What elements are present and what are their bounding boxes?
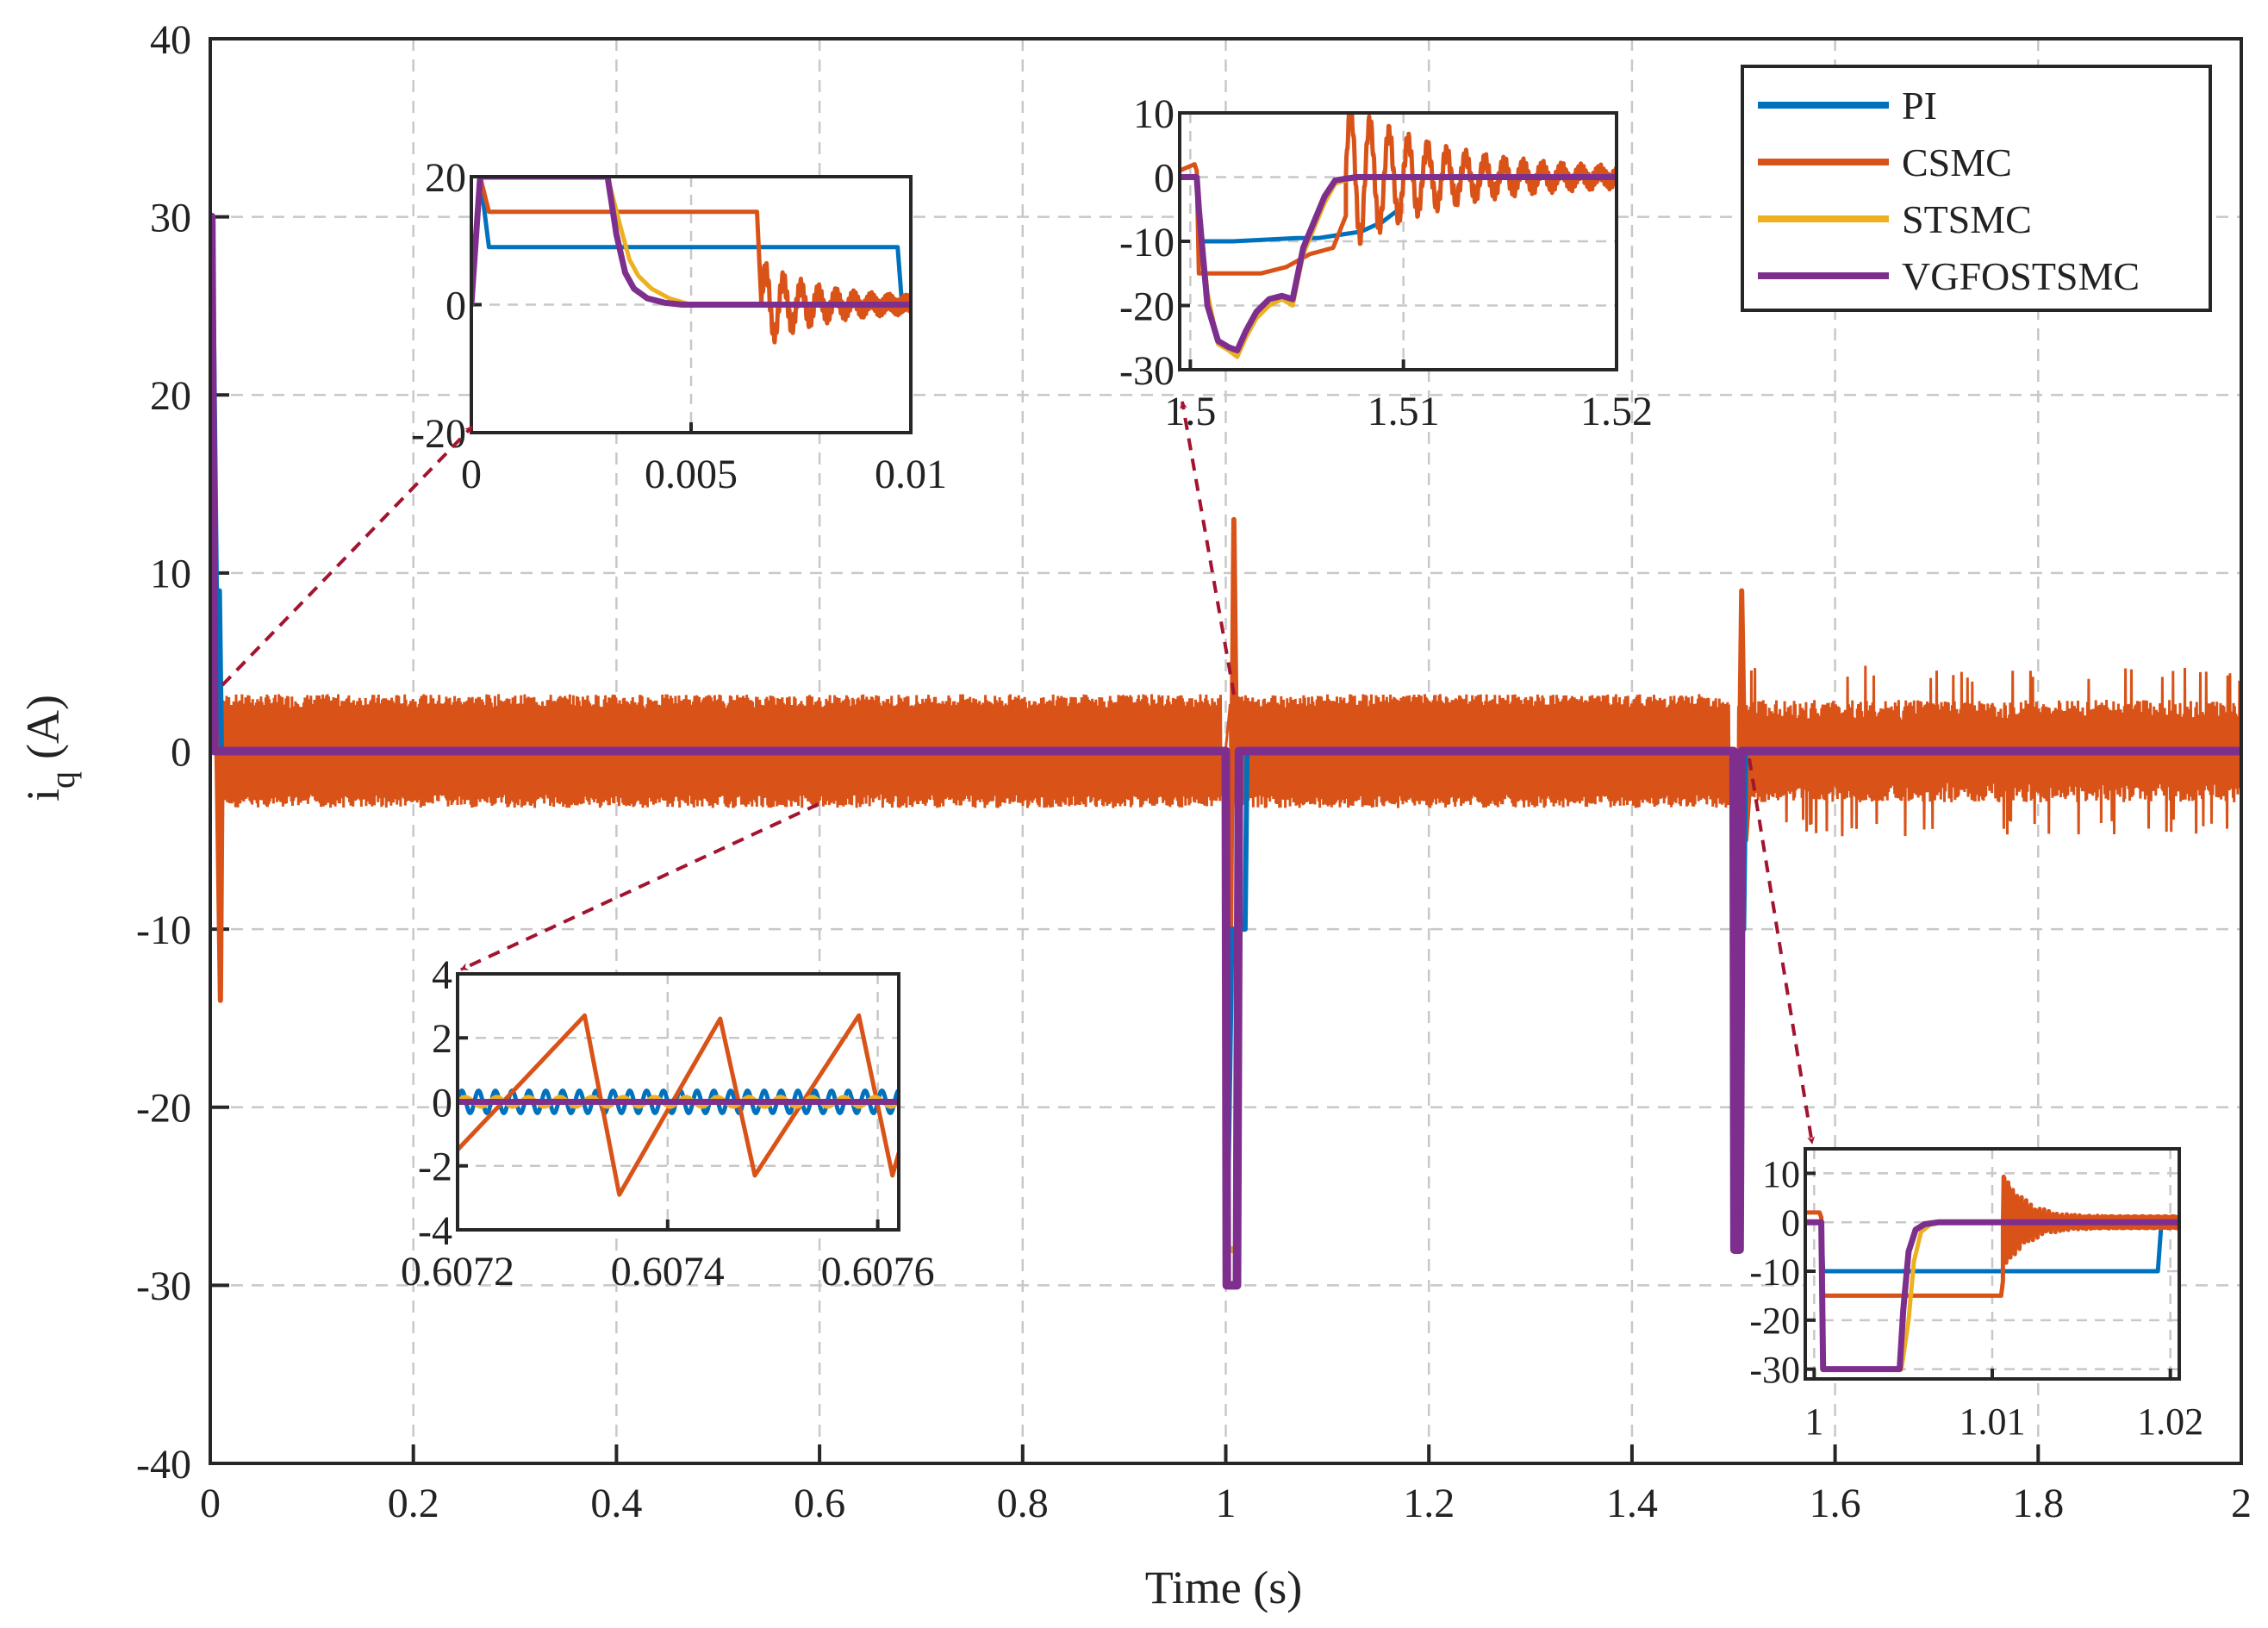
- inset-1-series: [1805, 1174, 2179, 1373]
- legend-label-vgfostsmc: VGFOSTSMC: [1902, 254, 2140, 298]
- inset-1-y-tick-label: -10: [1749, 1251, 1800, 1293]
- inset-1-x-tick-label: 1.01: [1960, 1400, 2026, 1443]
- callout-arrow-1-5: [1179, 401, 1236, 695]
- inset-start-y-tick-label: -20: [411, 411, 466, 457]
- inset-start-y-tick-label: 0: [446, 283, 466, 328]
- main-y-tick-label: -40: [136, 1442, 191, 1488]
- inset-start-series-stsmc: [471, 177, 911, 307]
- main-y-tick-label: -30: [136, 1263, 191, 1309]
- inset-zoom-x-tick-label: 0.6074: [611, 1249, 725, 1294]
- inset-zoom-y-tick-label: 2: [432, 1016, 452, 1062]
- main-y-tick-label: -10: [136, 908, 191, 953]
- inset-1-y-tick-label: -30: [1749, 1349, 1800, 1391]
- main-x-tick-label: 1.2: [1403, 1481, 1455, 1526]
- inset-1-5-y-tick-label: -20: [1119, 284, 1174, 329]
- inset-1-5-x-tick-label: 1.51: [1368, 389, 1440, 434]
- inset-start-series-vgfostsmc: [471, 177, 911, 308]
- main-y-tick-label: 40: [150, 17, 191, 63]
- inset-1-5-y-tick-label: -10: [1119, 220, 1174, 265]
- legend-label-pi: PI: [1902, 84, 1937, 128]
- main-x-tick-label: 0: [200, 1481, 221, 1526]
- inset-1-5-series-vgfostsmc: [1180, 174, 1617, 354]
- inset-zoom-x-tick-label: 0.6072: [401, 1249, 514, 1294]
- main-series-vgfostsmc: [210, 212, 2241, 1290]
- main-y-tick-label: -20: [136, 1086, 191, 1132]
- main-x-tick-label: 0.8: [997, 1481, 1049, 1526]
- legend: PI CSMC STSMC VGFOSTSMC: [1741, 65, 2212, 312]
- main-x-tick-label: 1.6: [1810, 1481, 1861, 1526]
- inset-start-frame: [470, 175, 913, 434]
- inset-1-x-tick-label: 1.02: [2137, 1400, 2203, 1443]
- main-x-tick-label: 0.6: [794, 1481, 845, 1526]
- inset-zoom-y-tick-label: 0: [432, 1080, 452, 1126]
- inset-zoom-y-tick-label: 4: [432, 952, 452, 998]
- inset-1-5-y-tick-label: -30: [1119, 348, 1174, 394]
- callout-arrow-zoom: [460, 802, 819, 971]
- inset-1-y-tick-label: 0: [1781, 1202, 1800, 1244]
- main-series-csmc: [210, 481, 2241, 1039]
- svg-text:iq(A): iq (A): [17, 695, 82, 802]
- callout-arrow-start: [221, 425, 474, 687]
- main-x-tick-label: 1.4: [1606, 1481, 1658, 1526]
- main-frame: [209, 37, 2243, 1465]
- legend-label-stsmc: STSMC: [1902, 197, 2032, 241]
- main-y-tick-label: 30: [150, 195, 191, 240]
- inset-start-x-tick-label: 0.01: [875, 452, 947, 497]
- inset-1-5-y-tick-label: 0: [1154, 155, 1174, 201]
- inset-zoom-series: [458, 1013, 899, 1197]
- inset-1-y-tick-label: -20: [1749, 1300, 1800, 1342]
- y-axis-title-unit: (A): [17, 695, 69, 759]
- inset-1-5: 1.5 1.51 1.52 -30 -20 -10 0 10: [1119, 91, 1653, 434]
- main-x-tick-label: 0.2: [388, 1481, 439, 1526]
- y-axis-title-symbol: i: [17, 789, 69, 802]
- inset-zoom-series-csmc: [458, 1013, 899, 1197]
- inset-zoom-frame: [456, 972, 900, 1232]
- main-x-tick-label: 1.8: [2012, 1481, 2064, 1526]
- inset-1-5-y-tick-label: 10: [1133, 91, 1174, 137]
- x-axis-title: Time (s): [1145, 1562, 1303, 1613]
- y-axis-title: iq (A): [17, 695, 82, 802]
- callout-arrow-1: [1748, 758, 1816, 1145]
- inset-1-frame: [1804, 1147, 2181, 1381]
- inset-1-5-x-tick-label: 1.52: [1580, 389, 1653, 434]
- inset-1-series-vgfostsmc: [1805, 1219, 2179, 1373]
- inset-start-x-tick-label: 0: [461, 452, 482, 497]
- y-axis-title-subscript: q: [43, 771, 82, 789]
- inset-zoom-y-tick-label: -2: [418, 1145, 452, 1190]
- main-y-tick-label: 0: [171, 729, 191, 775]
- inset-zoom: 0.6072 0.6074 0.6076 -4 -2 0 2 4: [401, 952, 935, 1294]
- inset-zoom-x-tick-label: 0.6076: [821, 1249, 935, 1294]
- inset-zoom-y-tick-label: -4: [418, 1208, 452, 1254]
- inset-1-5-frame: [1178, 111, 1618, 371]
- main-x-tick-label: 0.4: [590, 1481, 642, 1526]
- inset-1: 1 1.01 1.02 -30 -20 -10 0 10: [1749, 1147, 2203, 1443]
- inset-1-x-tick-label: 1: [1804, 1400, 1823, 1443]
- inset-start-y-tick-label: 20: [425, 155, 466, 201]
- inset-start-x-tick-label: 0.005: [645, 452, 738, 497]
- inset-1-5-x-tick-label: 1.5: [1164, 389, 1216, 434]
- main-series: [210, 212, 2241, 1290]
- main-y-tick-label: 10: [150, 552, 191, 597]
- inset-start-series: [471, 177, 911, 345]
- inset-1-5-series: [1180, 113, 1617, 359]
- inset-start-series-csmc: [471, 177, 911, 345]
- main-x-tick-label: 2: [2231, 1481, 2252, 1526]
- main-y-tick-label: 20: [150, 373, 191, 419]
- callout-arrows: [221, 401, 1816, 1145]
- legend-label-csmc: CSMC: [1902, 140, 2012, 184]
- main-x-tick-label: 1: [1216, 1481, 1237, 1526]
- inset-1-y-tick-label: 10: [1762, 1153, 1800, 1195]
